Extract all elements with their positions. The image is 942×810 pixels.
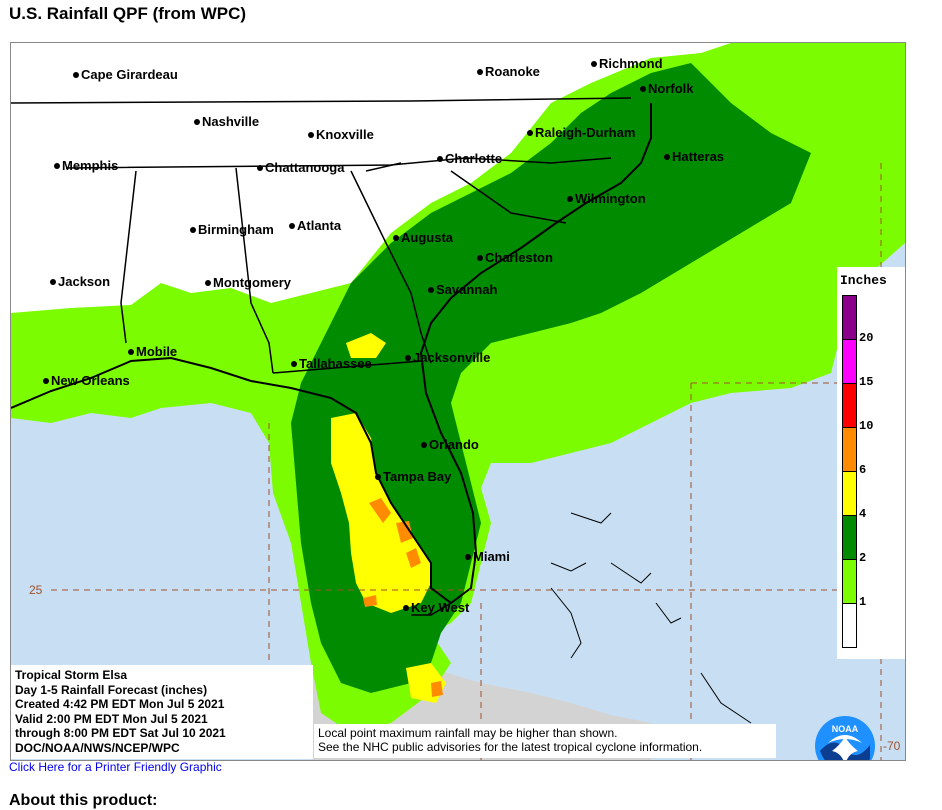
- legend-swatch-10-15: [842, 383, 857, 428]
- city-new-orleans: New Orleans: [43, 373, 130, 388]
- city-charleston: Charleston: [477, 250, 553, 265]
- city-marker: [289, 222, 295, 229]
- city-knoxville: Knoxville: [308, 127, 374, 142]
- city-nashville: Nashville: [194, 114, 259, 129]
- forecast-info-box: Tropical Storm Elsa Day 1-5 Rainfall For…: [11, 665, 313, 759]
- city-miami: Miami: [465, 549, 510, 564]
- grid-label-lon: -70: [883, 739, 901, 753]
- noaa-logo-text: NOAA: [832, 724, 859, 734]
- legend-swatch-20plus: [842, 295, 857, 340]
- legend-label: 10: [859, 419, 874, 433]
- city-hatteras: Hatteras: [664, 149, 724, 164]
- city-marker: [73, 71, 79, 78]
- city-richmond: Richmond: [591, 56, 663, 71]
- created-time: Created 4:42 PM EDT Mon Jul 5 2021: [15, 697, 225, 711]
- noaa-logo-icon: NOAA: [815, 716, 875, 760]
- legend-label: 2: [859, 551, 867, 565]
- printer-friendly-link[interactable]: Click Here for a Printer Friendly Graphi…: [9, 760, 222, 774]
- map-canvas: [11, 43, 905, 760]
- city-marker: [527, 129, 533, 136]
- legend-swatch-0-1: [842, 603, 857, 648]
- legend-title: Inches: [840, 273, 887, 288]
- legend-swatch-2-4: [842, 515, 857, 560]
- rain-6in: [363, 498, 443, 697]
- city-marker: [393, 234, 399, 241]
- city-marker: [375, 473, 381, 480]
- city-marker: [257, 164, 263, 171]
- city-marker: [477, 254, 483, 261]
- city-raleigh-durham: Raleigh-Durham: [527, 125, 635, 140]
- disclaimer-line-1: Local point maximum rainfall may be high…: [318, 726, 618, 740]
- legend-label: 20: [859, 331, 874, 345]
- city-marker: [128, 348, 134, 355]
- city-mobile: Mobile: [128, 344, 177, 359]
- city-marker: [640, 85, 646, 92]
- city-marker: [421, 441, 427, 448]
- product-name: Day 1-5 Rainfall Forecast (inches): [15, 682, 208, 697]
- legend-label: 15: [859, 375, 874, 389]
- legend-label: 4: [859, 507, 867, 521]
- rainfall-legend: Inches 20 15 10 6 4 2 1: [837, 267, 905, 659]
- disclaimer-line-2: See the NHC public advisories for the la…: [318, 740, 703, 754]
- source-agency: DOC/NOAA/NWS/NCEP/WPC: [15, 740, 180, 755]
- city-augusta: Augusta: [393, 230, 453, 245]
- city-key-west: Key West: [403, 600, 469, 615]
- city-atlanta: Atlanta: [289, 218, 341, 233]
- city-jackson: Jackson: [50, 274, 110, 289]
- city-marker: [664, 153, 670, 160]
- valid-time: Valid 2:00 PM EDT Mon Jul 5 2021: [15, 711, 208, 726]
- city-marker: [477, 68, 483, 75]
- islands: [550, 512, 752, 724]
- city-savannah: Savannah: [428, 282, 497, 297]
- city-roanoke: Roanoke: [477, 64, 540, 79]
- legend-label: 6: [859, 463, 867, 477]
- city-tampa-bay: Tampa Bay: [375, 469, 451, 484]
- city-marker: [591, 60, 597, 67]
- city-birmingham: Birmingham: [190, 222, 274, 237]
- coastline: [11, 103, 652, 605]
- city-chattanooga: Chattanooga: [257, 160, 344, 175]
- city-marker: [403, 604, 409, 611]
- legend-label: 1: [859, 595, 867, 609]
- city-marker: [54, 162, 60, 169]
- through-time: through 8:00 PM EDT Sat Jul 10 2021: [15, 726, 226, 740]
- city-tallahassee: Tallahassee: [291, 356, 372, 371]
- city-marker: [190, 226, 196, 233]
- city-marker: [50, 278, 56, 285]
- city-marker: [291, 360, 297, 367]
- city-marker: [437, 155, 443, 162]
- city-montgomery: Montgomery: [205, 275, 291, 290]
- legend-swatch-15-20: [842, 339, 857, 384]
- city-charlotte: Charlotte: [437, 151, 502, 166]
- city-orlando: Orlando: [421, 437, 479, 452]
- city-wilmington: Wilmington: [567, 191, 646, 206]
- city-cape-girardeau: Cape Girardeau: [73, 67, 178, 82]
- city-marker: [465, 553, 471, 560]
- grid-label-lat: 25: [29, 583, 43, 597]
- city-memphis: Memphis: [54, 158, 118, 173]
- legend-swatch-1-2: [842, 559, 857, 604]
- storm-name: Tropical Storm Elsa: [15, 668, 128, 682]
- page-title: U.S. Rainfall QPF (from WPC): [9, 4, 247, 23]
- city-marker: [567, 195, 573, 202]
- legend-swatch-4-6: [842, 471, 857, 516]
- about-heading: About this product:: [9, 792, 158, 809]
- city-marker: [405, 354, 411, 361]
- city-marker: [308, 131, 314, 138]
- city-marker: [43, 377, 49, 384]
- legend-swatch-6-10: [842, 427, 857, 472]
- city-norfolk: Norfolk: [640, 81, 694, 96]
- city-jacksonville: Jacksonville: [405, 350, 490, 365]
- florida-keys: [411, 602, 452, 616]
- disclaimer-box: Local point maximum rainfall may be high…: [314, 724, 776, 758]
- rain-4in-tallahassee: [346, 333, 386, 358]
- city-marker: [428, 286, 434, 293]
- rain-2in: [291, 63, 811, 693]
- rainfall-map: Cape Girardeau Roanoke Richmond Norfolk …: [10, 42, 906, 761]
- city-marker: [194, 118, 200, 125]
- city-marker: [205, 279, 211, 286]
